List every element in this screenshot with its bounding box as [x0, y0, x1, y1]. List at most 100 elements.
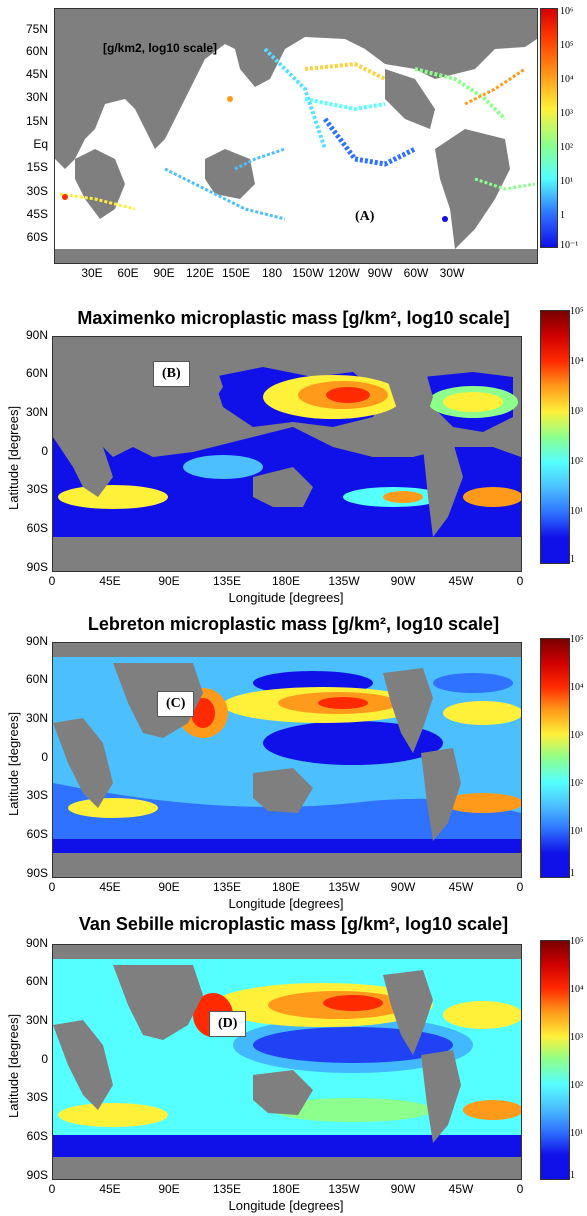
panel-b-lat-tick: 90N [25, 328, 48, 342]
panel-a-lat-tick: 30N [25, 90, 48, 104]
panel-c-colorbar-label: 10⁵ [570, 634, 584, 645]
panel-a-lon-tick: 150W [292, 266, 324, 280]
panel-b-lon-tick: 0 [516, 574, 524, 588]
panel-b-lat-tick: 30N [25, 405, 48, 419]
panel-a-lon-tick: 60E [117, 266, 139, 280]
panel-b-lat-tick: 60S [26, 521, 48, 535]
panel-d-colorbar-label: 10⁴ [570, 984, 584, 995]
panel-d-title: Van Sebille microplastic mass [g/km², lo… [78, 914, 509, 934]
panel-d-lat-tick: 30S [26, 1090, 48, 1104]
panel-d-letter: (D) [209, 1011, 247, 1037]
panel-b-lon-tick: 45W [448, 574, 474, 588]
panel-d-colorbar-label: 10³ [570, 1032, 583, 1043]
panel-b-lat-tick: 30S [26, 482, 48, 496]
panel-c-colorbar-label: 10³ [570, 730, 583, 741]
panel-a-lat-tick: 45N [25, 67, 48, 81]
panel-c-colorbar [540, 638, 570, 878]
panel-b-colorbar-label: 10⁴ [570, 356, 584, 367]
panel-d-lon-tick: 135W [328, 1182, 360, 1196]
panel-b-lon-tick: 135W [328, 574, 360, 588]
panel-b-colorbar-label: 10² [570, 456, 583, 467]
panel-a-lat-tick: 75N [25, 22, 48, 36]
panel-d-lon-tick: 135E [212, 1182, 242, 1196]
panel-a-lon-tick: 60W [403, 266, 429, 280]
panel-d-lat-tick: 30N [25, 1013, 48, 1027]
panel-b-letter: (B) [153, 361, 190, 387]
panel-b: Maximenko microplastic mass [g/km², log1… [0, 300, 587, 610]
panel-c-colorbar-label: 10² [570, 778, 583, 789]
panel-d-lon-tick: 180E [271, 1182, 301, 1196]
panel-a-colorbar-label: 10⁵ [560, 40, 574, 51]
panel-b-lat-tick: 0 [41, 444, 48, 458]
panel-a-colorbar-label: 10¹ [560, 176, 573, 187]
panel-a-units-label: [g/km2, log10 scale] [103, 41, 218, 55]
panel-c-map: (C) [52, 642, 522, 878]
panel-a-colorbar [540, 8, 558, 248]
panel-a-lon-tick: 90W [367, 266, 393, 280]
panel-a-colorbar-label: 10³ [560, 108, 573, 119]
panel-d-colorbar-label: 10² [570, 1080, 583, 1091]
panel-a-lat-tick: 15N [25, 114, 48, 128]
panel-b-colorbar-label: 10³ [570, 406, 583, 417]
panel-b-title: Maximenko microplastic mass [g/km², log1… [77, 308, 510, 328]
panel-c-lat-tick: 0 [41, 750, 48, 764]
panel-a-lat-tick: 60N [25, 44, 48, 58]
panel-c-lat-tick: 30S [26, 788, 48, 802]
panel-d-lon-tick: 0 [516, 1182, 524, 1196]
panel-c-lon-tick: 135E [212, 880, 242, 894]
panel-b-lon-tick: 180E [271, 574, 301, 588]
panel-c-lon-tick: 0 [48, 880, 56, 894]
panel-b-map: (B) [52, 336, 522, 572]
panel-d-lat-tick: 90N [25, 936, 48, 950]
panel-c-colorbar-label: 10⁴ [570, 682, 584, 693]
panel-a-lat-tick: 60S [26, 230, 48, 244]
panel-a-lon-tick: 120E [185, 266, 215, 280]
panel-d-xlabel: Longitude [degrees] [228, 1198, 344, 1213]
panel-c-lon-tick: 90E [158, 880, 180, 894]
panel-c-lat-tick: 90S [26, 866, 48, 880]
panel-c-colorbar-label: 10¹ [570, 826, 583, 837]
panel-b-lat-tick: 60N [25, 366, 48, 380]
panel-a-letter: (A) [355, 209, 375, 224]
panel-b-colorbar-label: 1 [570, 554, 575, 565]
panel-b-lon-tick: 90W [390, 574, 416, 588]
panel-a-lon-tick: 30E [81, 266, 103, 280]
panel-c-lon-tick: 90W [390, 880, 416, 894]
panel-b-colorbar-label: 10⁵ [570, 306, 584, 317]
panel-c-lon-tick: 0 [516, 880, 524, 894]
panel-a-lat-tick: 45S [26, 207, 48, 221]
panel-a-colorbar-label: 10⁻¹ [560, 240, 579, 251]
panel-a-lon-tick: 150E [221, 266, 251, 280]
panel-a-colorbar-label: 10⁶ [560, 6, 574, 17]
panel-c-lat-tick: 90N [25, 634, 48, 648]
panel-a-lat-tick: 30S [26, 184, 48, 198]
panel-a-lat-tick: 15S [26, 160, 48, 174]
panel-b-colorbar [540, 310, 570, 564]
panel-a-lon-tick: 90E [153, 266, 175, 280]
panel-d-colorbar [540, 940, 570, 1180]
panel-b-lon-tick: 135E [212, 574, 242, 588]
panel-a-colorbar-label: 10⁴ [560, 74, 574, 85]
panel-d-colorbar-label: 10¹ [570, 1128, 583, 1139]
panel-d-lon-tick: 90E [158, 1182, 180, 1196]
panel-d-lon-tick: 45E [99, 1182, 121, 1196]
panel-d-lon-tick: 0 [48, 1182, 56, 1196]
panel-d-lon-tick: 90W [390, 1182, 416, 1196]
panel-d-lat-tick: 0 [41, 1052, 48, 1066]
panel-a-map: [g/km2, log10 scale] (A) [54, 8, 538, 264]
panel-d-lat-tick: 60N [25, 974, 48, 988]
panel-a-sample-tracks [59, 47, 536, 222]
panel-c-lon-tick: 45W [448, 880, 474, 894]
panel-c-lon-tick: 135W [328, 880, 360, 894]
panel-a-colorbar-label: 10² [560, 142, 573, 153]
panel-c-letter: (C) [157, 691, 195, 717]
panel-b-colorbar-label: 10¹ [570, 506, 583, 517]
panel-d-lon-tick: 45W [448, 1182, 474, 1196]
panel-d-lat-tick: 90S [26, 1168, 48, 1182]
panel-c-title: Lebreton microplastic mass [g/km², log10… [87, 614, 500, 634]
panel-c-colorbar-label: 1 [570, 868, 575, 879]
panel-a: [g/km2, log10 scale] (A) 75N 60N 45N 30N… [0, 0, 587, 290]
panel-c: Lebreton microplastic mass [g/km², log10… [0, 610, 587, 911]
panel-d-map: (D) [52, 944, 522, 1180]
panel-b-lon-tick: 90E [158, 574, 180, 588]
